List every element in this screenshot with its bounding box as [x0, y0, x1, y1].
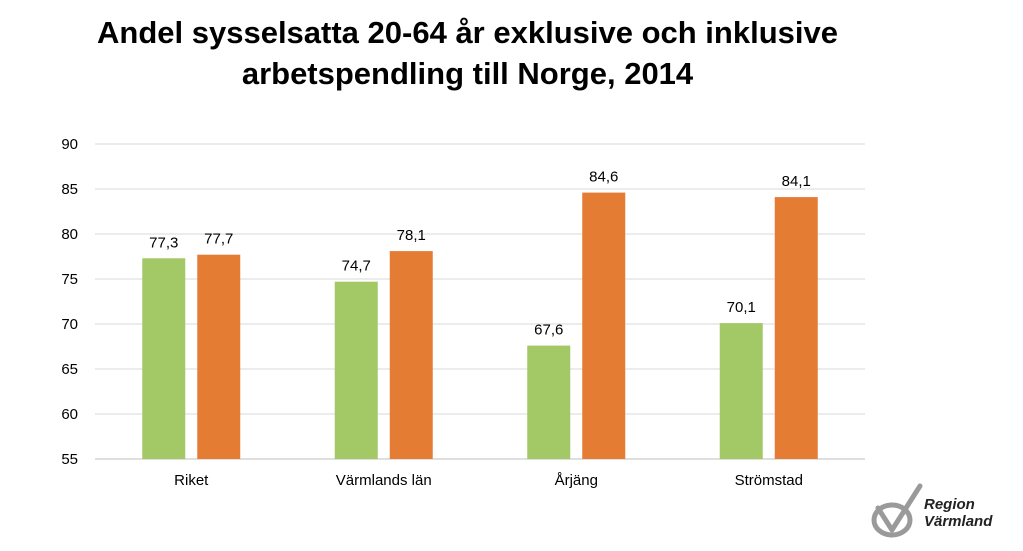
- data-label: 70,1: [727, 299, 756, 316]
- bar: [774, 197, 818, 459]
- y-tick-label: 55: [61, 451, 78, 468]
- bar: [389, 251, 433, 459]
- x-tick-label: Årjäng: [555, 472, 598, 489]
- bar: [582, 192, 626, 459]
- y-tick-label: 75: [61, 271, 78, 288]
- y-tick-label: 90: [61, 136, 78, 153]
- bar: [197, 254, 241, 459]
- y-tick-label: 85: [61, 181, 78, 198]
- bar: [719, 323, 763, 459]
- region-varmland-logo: Region Värmland: [868, 478, 1018, 544]
- data-label: 78,1: [397, 227, 426, 244]
- y-tick-label: 70: [61, 316, 78, 333]
- data-label: 84,6: [589, 169, 618, 186]
- y-tick-label: 65: [61, 361, 78, 378]
- data-label: 77,3: [149, 234, 178, 251]
- logo-swoosh-icon: [871, 483, 923, 538]
- x-tick-label: Strömstad: [735, 472, 803, 489]
- logo-text-varmland: Värmland: [924, 513, 993, 530]
- data-label: 67,6: [534, 322, 563, 339]
- bar: [334, 281, 378, 459]
- chart-title-line-1: Andel sysselsatta 20-64 år exklusive och…: [97, 15, 838, 50]
- data-label: 74,7: [342, 258, 371, 275]
- x-tick-label: Riket: [174, 472, 209, 489]
- chart-title: Andel sysselsatta 20-64 år exklusive och…: [0, 12, 935, 94]
- data-label: 77,7: [204, 231, 233, 248]
- data-label: 84,1: [782, 173, 811, 190]
- y-tick-label: 60: [61, 406, 78, 423]
- bar: [142, 258, 186, 459]
- chart-title-line-2: arbetspendling till Norge, 2014: [241, 56, 694, 91]
- logo-text-region: Region: [924, 496, 975, 513]
- x-tick-label: Värmlands län: [336, 472, 432, 489]
- y-tick-label: 80: [61, 226, 78, 243]
- bar: [527, 345, 571, 459]
